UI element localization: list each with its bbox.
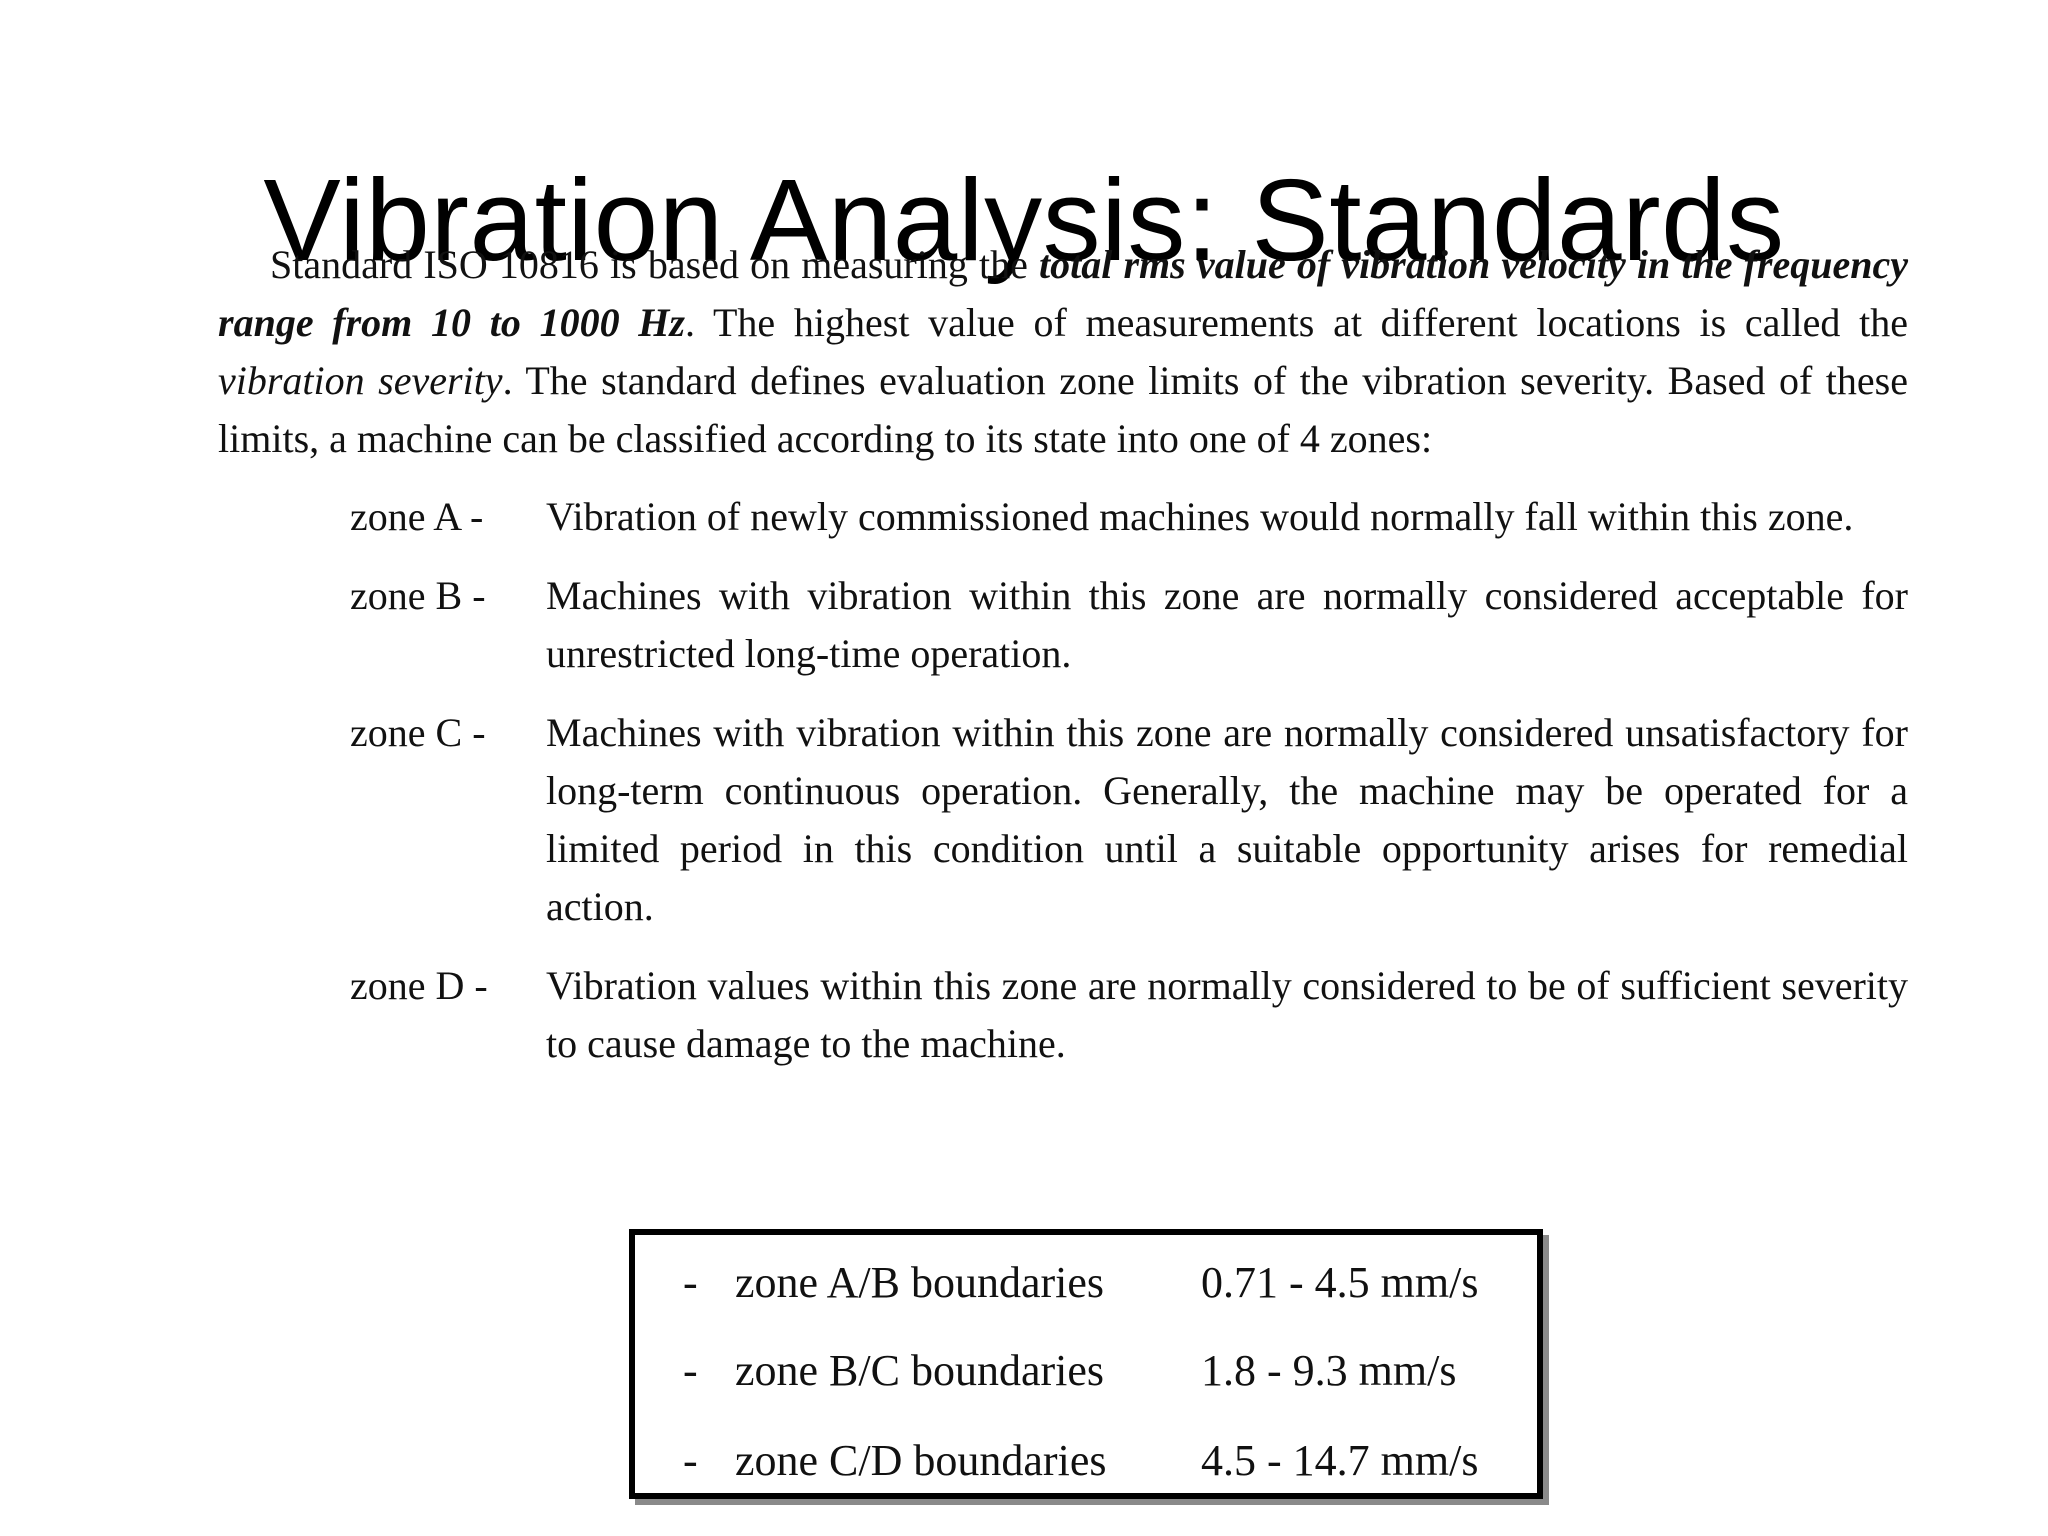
intro-text-2: . The highest value of measurements at d… xyxy=(684,300,1908,345)
document-excerpt: Standard ISO 10816 is based on measuring… xyxy=(218,236,1908,1094)
zone-item-b: zone B - Machines with vibration within … xyxy=(218,567,1908,683)
zone-label: zone A - xyxy=(350,494,484,539)
zone-item-c: zone C - Machines with vibration within … xyxy=(218,704,1908,936)
intro-text-3: . The standard defines evaluation zone l… xyxy=(218,358,1908,461)
zone-item-d: zone D - Vibration values within this zo… xyxy=(218,957,1908,1073)
zone-label: zone D - xyxy=(350,963,488,1008)
boundary-range: 4.5 - 14.7 mm/s xyxy=(1201,1436,1479,1485)
boundary-row-cd: - zone C/D boundaries 4.5 - 14.7 mm/s xyxy=(635,1431,1537,1491)
intro-emphasis-severity: vibration severity xyxy=(218,358,503,403)
zone-label: zone C - xyxy=(350,710,486,755)
intro-text-1: Standard ISO 10816 is based on measuring… xyxy=(270,242,1039,287)
boundary-range: 0.71 - 4.5 mm/s xyxy=(1201,1258,1479,1307)
zone-description: Vibration values within this zone are no… xyxy=(546,963,1908,1066)
zone-label: zone B - xyxy=(350,573,486,618)
slide-title: Vibration Analysis: Standards xyxy=(263,154,1785,285)
boundary-row-bc: - zone B/C boundaries 1.8 - 9.3 mm/s xyxy=(635,1341,1537,1401)
zone-boundaries-box: - zone A/B boundaries 0.71 - 4.5 mm/s - … xyxy=(629,1229,1543,1499)
zone-description: Vibration of newly commissioned machines… xyxy=(546,494,1854,539)
intro-emphasis-measure: total rms value of vibration velocity in… xyxy=(218,242,1908,345)
boundary-label: zone A/B boundaries xyxy=(735,1258,1105,1307)
boundary-label: zone C/D boundaries xyxy=(735,1436,1107,1485)
zone-list: zone A - Vibration of newly commissioned… xyxy=(218,488,1908,1073)
boundary-label: zone B/C boundaries xyxy=(735,1346,1105,1395)
zone-description: Machines with vibration within this zone… xyxy=(546,710,1908,929)
boundary-row-ab: - zone A/B boundaries 0.71 - 4.5 mm/s xyxy=(635,1253,1537,1313)
bullet-dash: - xyxy=(683,1436,698,1485)
zone-item-a: zone A - Vibration of newly commissioned… xyxy=(218,488,1908,546)
bullet-dash: - xyxy=(683,1258,698,1307)
boundary-range: 1.8 - 9.3 mm/s xyxy=(1201,1346,1457,1395)
zone-description: Machines with vibration within this zone… xyxy=(546,573,1908,676)
bullet-dash: - xyxy=(683,1346,698,1395)
intro-paragraph: Standard ISO 10816 is based on measuring… xyxy=(218,236,1908,468)
